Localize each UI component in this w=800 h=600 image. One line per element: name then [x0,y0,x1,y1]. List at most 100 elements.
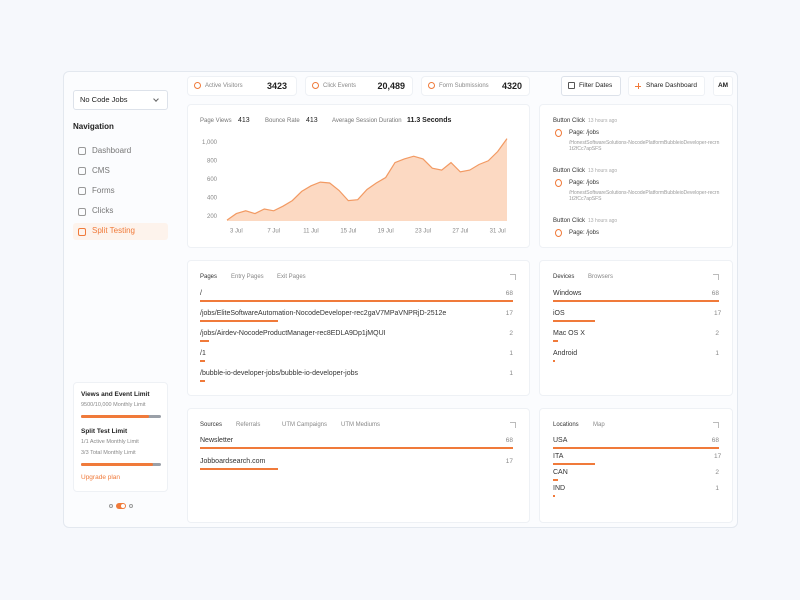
metric-label: Bounce Rate [265,117,300,124]
theme-moon[interactable] [129,504,133,508]
row-label: CAN [553,469,568,477]
row-bar [553,360,556,362]
limit-fill [81,463,153,466]
y-tick-label: 800 [207,158,218,164]
row-bar [200,320,279,322]
row-bar [553,479,558,481]
nav-item[interactable]: CMS [92,165,110,175]
row-bar [553,463,595,465]
stat-value: 4320 [501,80,522,91]
area-line [226,138,508,221]
share-button[interactable] [628,76,705,96]
tab[interactable]: Map [593,421,605,428]
locations-panel [539,408,733,523]
filter-button[interactable] [561,76,621,96]
row-bar [200,340,210,342]
row-label: IND [553,485,566,493]
stat-icon [312,82,319,89]
expand-icon[interactable] [510,274,516,280]
x-tick-label: 23 Jul [415,229,431,235]
limits-card [73,382,168,492]
activity-page: Page: /jobs [569,229,600,236]
tab[interactable]: Browsers [588,273,614,280]
tab[interactable]: Sources [200,421,223,428]
activity-event: Button Click [553,117,586,124]
metric-label: Average Session Duration [332,117,402,124]
workspace-name: No Code Jobs [80,94,128,104]
nav-icon [78,227,86,236]
nav-icon [78,207,86,216]
nav-active-bg [73,223,168,241]
row-bar [553,340,558,342]
limit-label: 9500/10,000 Monthly Limit [81,402,146,409]
stat-label: Active Visitors [205,82,243,89]
row-label: /jobs/EliteSoftwareAutomation-NocodeDeve… [200,310,447,318]
nav-item[interactable]: Clicks [92,206,114,216]
row-label: Windows [553,290,582,298]
row-bar [200,380,205,382]
x-tick-label: 15 Jul [340,229,356,235]
row-label: /jobs/Airdev-NocodeProductManager-rec8ED… [200,330,386,338]
avatar-initials: AM [717,81,729,89]
row-bar [553,447,719,449]
row-label: ITA [553,453,564,461]
activity-path: /HonestSoftwareSolutions-NocodePlatformB… [569,139,720,153]
activity-icon [555,129,562,137]
x-tick-label: 27 Jul [452,229,468,235]
area-fill [227,138,507,221]
row-value: 1 [715,484,719,492]
area-chart: 200 400 600 800 1,000 3 Jul 7 Jul 11 Jul 15 Jul 1… [202,138,508,235]
tab[interactable]: Referrals [236,421,261,428]
stat-card [187,76,297,96]
tab[interactable]: Locations [553,421,579,428]
tab[interactable]: UTM Mediums [341,421,381,428]
activity-clip: Button Click 13 hours ago Page: /jobs/Hone… [540,105,732,237]
tab[interactable]: Exit Pages [277,273,306,280]
stat-icon [194,82,201,89]
devices-panel [539,260,733,396]
expand-icon[interactable] [510,422,516,428]
row-label: Mac OS X [553,330,585,338]
activity-icon [555,179,562,187]
x-tick-label: 19 Jul [378,229,394,235]
row-value: 68 [711,436,719,444]
x-tick-label: 31 Jul [490,229,506,235]
row-label: Android [553,350,578,358]
activity-event: Button Click [553,217,586,224]
row-value: 2 [715,329,719,337]
upgrade-link[interactable]: Upgrade plan [81,473,121,481]
x-tick-label: 3 Jul [230,229,243,235]
row-bar [553,300,719,302]
row-value: 68 [711,289,719,297]
activity-page: Page: /jobs [569,129,600,136]
row-label: /1 [200,350,206,358]
stat-label: Form Submissions [439,82,489,89]
expand-icon[interactable] [713,422,719,428]
stat-value: 3423 [266,80,287,91]
workspace-select[interactable] [73,90,168,110]
theme-sun[interactable] [109,504,113,508]
row-value: 2 [715,468,719,476]
row-bar [200,447,513,449]
expand-icon[interactable] [713,274,719,280]
row-label: /bubble-io-developer-jobs/bubble-io-deve… [200,370,358,378]
tab[interactable]: Entry Pages [231,273,264,280]
limit-title: Views and Event Limit [81,390,150,398]
limit-title: Split Test Limit [81,427,128,435]
tab[interactable]: UTM Campaigns [282,421,328,428]
row-value: 1 [509,369,513,377]
plus-v [637,83,639,89]
stat-icon [428,82,435,89]
nav-item[interactable]: Dashboard [92,145,132,155]
calendar-icon [568,82,575,89]
row-value: 68 [505,289,513,297]
nav-item[interactable]: Forms [92,185,115,195]
avatar[interactable] [713,76,733,96]
tab[interactable]: Pages [200,273,218,280]
row-bar [200,468,279,470]
nav-item[interactable]: Split Testing [92,226,135,236]
x-tick-label: 11 Jul [303,229,319,235]
activity-path: /HonestSoftwareSolutions-NocodePlatformB… [569,189,720,203]
tab[interactable]: Devices [553,273,575,280]
